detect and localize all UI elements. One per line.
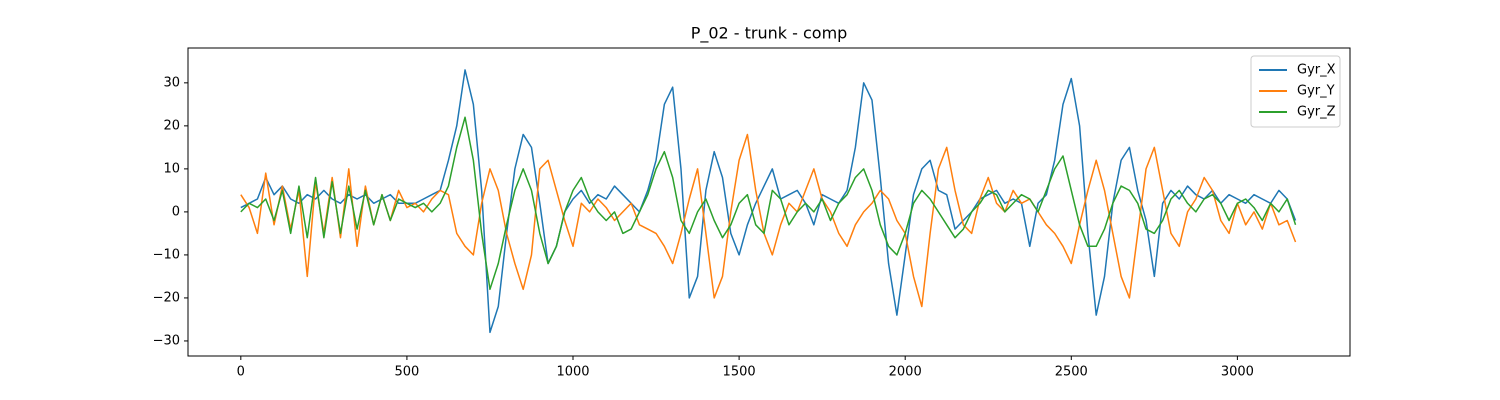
x-tick-label: 1000 [556, 365, 589, 380]
legend-box [1250, 55, 1341, 128]
y-tick-label: 30 [163, 75, 180, 90]
legend-label: Gyr_X [1297, 63, 1336, 78]
legend-label: Gyr_Z [1297, 105, 1336, 120]
y-tick-label: 20 [163, 118, 180, 133]
chart-title: P_02 - trunk - comp [691, 24, 848, 44]
x-tick-label: 3000 [1221, 365, 1254, 380]
y-tick-label: 0 [172, 204, 180, 219]
series-line [240, 133, 1297, 308]
y-tick-label: −30 [153, 333, 180, 348]
x-tick-label: 2000 [889, 365, 922, 380]
series-line [240, 69, 1297, 334]
plot-frame [187, 47, 1351, 357]
legend-label: Gyr_Y [1297, 84, 1335, 99]
y-tick-label: −20 [153, 290, 180, 305]
series-line [240, 116, 1297, 291]
x-tick-label: 500 [394, 365, 419, 380]
x-tick-label: 0 [237, 365, 245, 380]
x-tick-label: 1500 [723, 365, 756, 380]
y-tick-label: −10 [153, 247, 180, 262]
x-tick-label: 2500 [1055, 365, 1088, 380]
y-tick-label: 10 [163, 161, 180, 176]
